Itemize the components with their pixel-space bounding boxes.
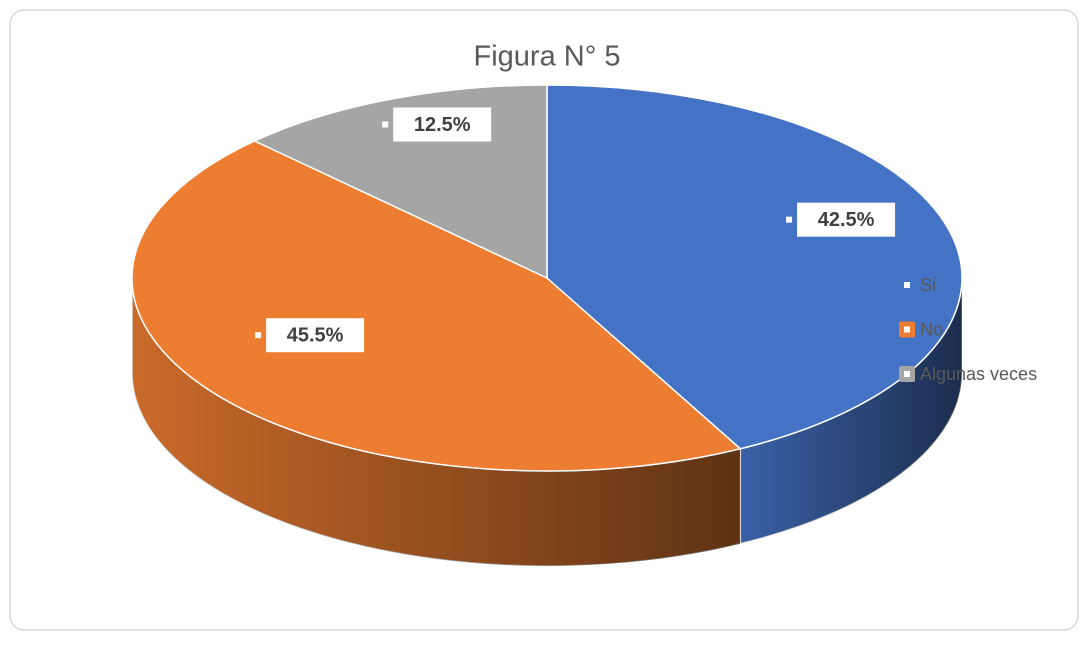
legend-marker-inner	[904, 282, 910, 288]
data-label-marker-inner	[786, 216, 793, 223]
legend-label: Algunas veces	[920, 364, 1037, 384]
data-label: 12.5%	[414, 114, 471, 136]
legend-label: Si	[920, 275, 936, 295]
data-label-box	[393, 107, 492, 142]
data-label-box	[266, 318, 365, 353]
slice-side-shade	[740, 278, 962, 544]
legend-marker-inner	[904, 326, 910, 333]
data-label: 45.5%	[287, 324, 344, 346]
slice	[131, 140, 742, 472]
legend-label: No	[920, 319, 943, 339]
data-label-marker-inner	[382, 121, 389, 128]
slice-side-shade	[132, 278, 741, 566]
slice	[546, 84, 963, 450]
data-label-marker-inner	[255, 332, 262, 339]
chart-title: Figura N° 5	[474, 41, 621, 73]
data-label: 42.5%	[818, 209, 875, 231]
legend-marker-inner	[904, 371, 910, 377]
data-label-box	[797, 202, 896, 237]
